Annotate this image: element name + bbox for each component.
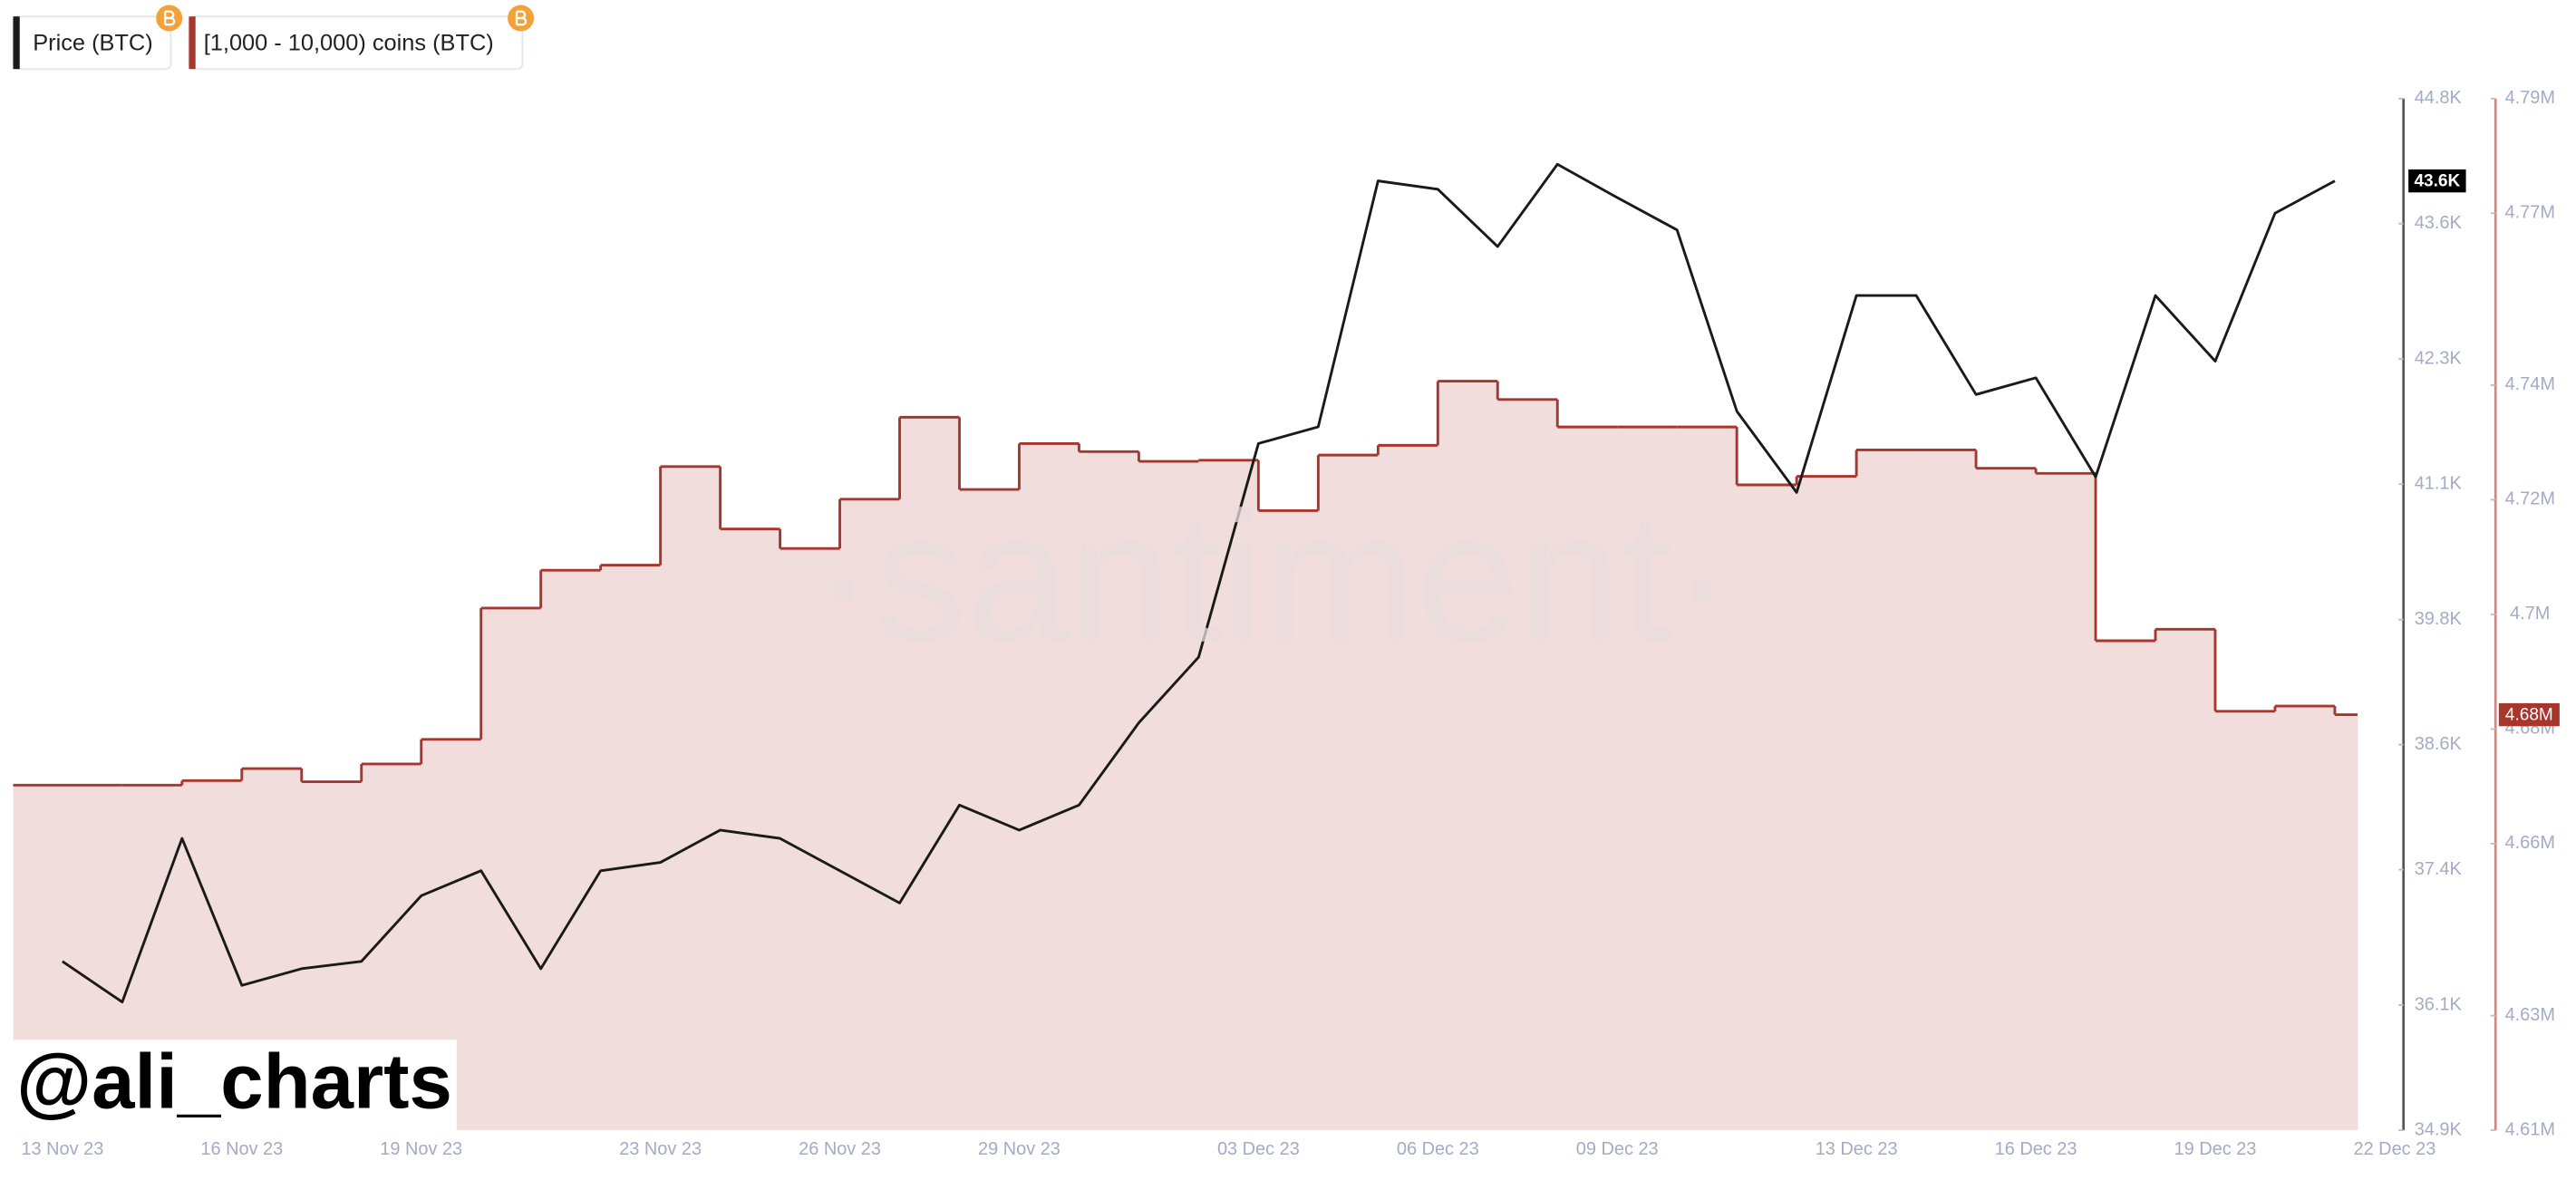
area-step bbox=[1019, 443, 1080, 1131]
x-tick-label: 19 Dec 23 bbox=[2174, 1139, 2257, 1159]
price-line bbox=[62, 162, 2336, 1004]
y2-tick-label: 4.7M bbox=[2510, 604, 2550, 624]
area-step bbox=[1497, 399, 1558, 1131]
x-tick-label: 16 Nov 23 bbox=[200, 1139, 283, 1159]
area-step bbox=[1318, 455, 1379, 1131]
handle-box bbox=[13, 1040, 457, 1134]
legend-label: Price (BTC) bbox=[33, 31, 152, 56]
legend-swatch bbox=[13, 16, 20, 70]
last-value-label: 43.6K bbox=[2414, 172, 2460, 191]
area-step bbox=[1438, 381, 1498, 1131]
last-value-box bbox=[2498, 702, 2560, 727]
btc-icon bbox=[163, 10, 176, 26]
area-step bbox=[1796, 476, 1857, 1131]
area-step bbox=[2214, 711, 2276, 1131]
x-tick-label: 23 Nov 23 bbox=[619, 1139, 702, 1159]
area-step bbox=[1677, 427, 1738, 1131]
watermark: ·santiment· bbox=[813, 474, 1733, 680]
area-step bbox=[1617, 427, 1678, 1131]
x-tick-label: 06 Dec 23 bbox=[1397, 1139, 1479, 1159]
legend-label: [1,000 - 10,000) coins (BTC) bbox=[204, 31, 494, 56]
x-tick-label: 09 Dec 23 bbox=[1576, 1139, 1659, 1159]
y-tick-label: 39.8K bbox=[2415, 609, 2463, 629]
area-step bbox=[1976, 468, 2037, 1131]
x-tick-label: 13 Dec 23 bbox=[1816, 1139, 1898, 1159]
area-step bbox=[2334, 714, 2358, 1131]
axes: 34.9K 36.1K 37.4K 38.6K 39.8K 41.1K 42.3K 43.6K… bbox=[21, 88, 2560, 1159]
y-tick-label: 42.3K bbox=[2415, 348, 2463, 368]
y2-tick-label: 4.77M bbox=[2505, 203, 2555, 223]
area-step bbox=[600, 565, 662, 1131]
area-step bbox=[2274, 706, 2336, 1131]
area-step bbox=[780, 548, 841, 1131]
area-step bbox=[1557, 427, 1618, 1131]
area-step bbox=[480, 607, 542, 1131]
y2-tick-label: 4.61M bbox=[2505, 1119, 2555, 1139]
y2-tick-label: 4.79M bbox=[2505, 88, 2555, 108]
y-tick-label: 44.8K bbox=[2415, 88, 2463, 108]
area-step bbox=[1378, 445, 1438, 1131]
area-step bbox=[2096, 641, 2156, 1131]
y-tick-label: 43.6K bbox=[2415, 213, 2463, 233]
area-step bbox=[899, 417, 961, 1131]
area-step bbox=[1737, 485, 1797, 1131]
y2-tick-label: 4.63M bbox=[2505, 1005, 2555, 1025]
legend: Price (BTC) [1,000 - 10,000) coins (BTC) bbox=[12, 5, 535, 71]
handle: @ali_charts bbox=[16, 1039, 452, 1125]
last-value-label: 4.68M bbox=[2505, 706, 2553, 725]
y-tick-label: 41.1K bbox=[2415, 473, 2463, 493]
area-step bbox=[2155, 629, 2216, 1131]
x-tick-label: 26 Nov 23 bbox=[799, 1139, 881, 1159]
area-step bbox=[2036, 473, 2097, 1131]
y-tick-label: 37.4K bbox=[2415, 859, 2463, 879]
y-tick-label: 38.6K bbox=[2415, 734, 2463, 754]
btc-icon bbox=[515, 10, 528, 26]
x-tick-label: 29 Nov 23 bbox=[978, 1139, 1060, 1159]
x-tick-label: 22 Dec 23 bbox=[2353, 1139, 2436, 1159]
area-step bbox=[839, 498, 901, 1131]
x-tick-label: 03 Dec 23 bbox=[1217, 1139, 1300, 1159]
area-step bbox=[1856, 450, 1917, 1131]
x-tick-label: 19 Nov 23 bbox=[380, 1139, 462, 1159]
x-tick-label: 16 Dec 23 bbox=[1995, 1139, 2077, 1159]
y-tick-label: 36.1K bbox=[2415, 994, 2463, 1014]
x-tick-label: 13 Nov 23 bbox=[21, 1139, 103, 1159]
y2-tick-label: 4.66M bbox=[2505, 833, 2555, 853]
area-step bbox=[1916, 450, 1977, 1131]
y-tick-label: 34.9K bbox=[2415, 1119, 2463, 1139]
area-step bbox=[720, 528, 781, 1131]
area-step bbox=[1138, 461, 1199, 1131]
area-step bbox=[1198, 459, 1259, 1131]
area-step bbox=[660, 466, 721, 1131]
area-step bbox=[1258, 510, 1319, 1131]
y2-tick-label: 4.74M bbox=[2505, 374, 2555, 394]
area-step bbox=[540, 570, 602, 1131]
y2-tick-label: 4.72M bbox=[2505, 489, 2555, 509]
legend-swatch bbox=[189, 16, 196, 70]
last-value-box bbox=[2408, 169, 2466, 193]
